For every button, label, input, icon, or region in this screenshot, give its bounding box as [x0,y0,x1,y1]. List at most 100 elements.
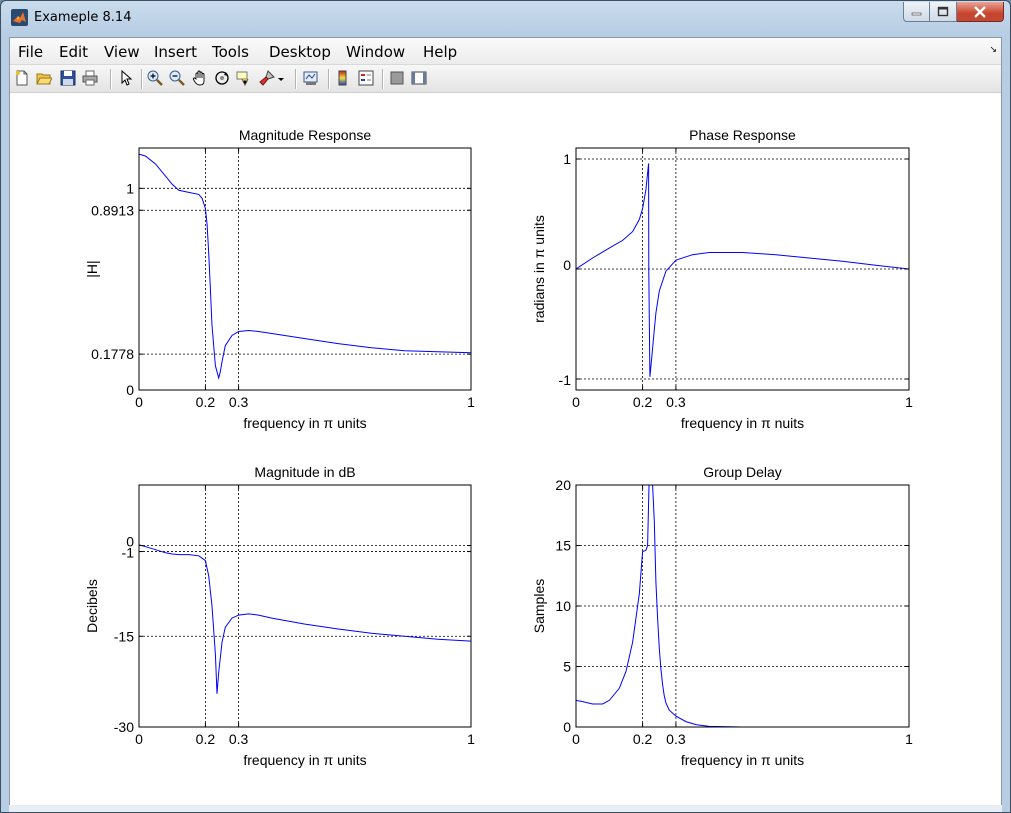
y-tick-label: 5 [563,659,571,675]
toolbar-separator [141,69,143,89]
axes-title: Phase Response [689,127,796,143]
show-plot-tools-icon[interactable] [410,69,428,87]
brush-dropdown-icon[interactable] [276,69,286,87]
minimize-icon [911,12,921,15]
close-button[interactable] [957,2,1004,22]
y-tick-label: 1 [563,151,571,167]
y-axis-label: Samples [531,579,547,633]
x-tick-label: 1 [905,731,913,747]
toolbar-separator [382,69,384,89]
close-icon [974,5,986,18]
y-tick-label: -15 [114,628,134,644]
zoom-in-icon[interactable] [146,69,164,87]
toolbar-separator [328,69,330,89]
menu-help[interactable]: Help [423,43,458,61]
x-tick-label: 1 [467,731,475,747]
axes-frame [138,147,472,391]
y-tick-label: -1 [122,545,135,561]
y-tick-label: 1 [126,180,134,196]
rotate-3d-icon[interactable] [213,69,231,87]
pan-hand-icon[interactable] [191,69,209,87]
y-tick-label: 0 [563,719,571,735]
x-tick-label: 0.3 [666,394,686,410]
pointer-icon[interactable] [117,69,135,87]
axes-background [139,485,471,727]
x-tick-label: 0.3 [666,731,686,747]
data-cursor-icon[interactable] [235,69,253,87]
menu-file[interactable]: File [18,43,44,61]
save-icon[interactable] [59,69,77,87]
x-tick-label: 0 [135,394,143,410]
x-axis-label: frequency in π units [243,752,366,768]
toolbar-separator [110,69,112,89]
menu-edit[interactable]: Edit [59,43,89,61]
y-tick-label: -1 [559,372,572,388]
y-tick-label: 0 [563,257,571,273]
x-tick-label: 0 [572,394,580,410]
y-tick-label: -30 [114,719,134,735]
axes-title: Magnitude Response [239,127,372,143]
figure-toolbar [10,65,1001,93]
x-tick-label: 0.2 [633,394,653,410]
y-tick-label: 0 [126,382,134,398]
x-tick-label: 0.3 [229,731,249,747]
y-axis-label: Decibels [84,579,100,633]
y-tick-label: 0 [126,534,134,550]
caption-buttons [903,2,1004,24]
series-line-1 [139,544,471,694]
y-tick-label: 10 [555,598,571,614]
figure-canvas: 0 0.2 0.3 1 0 0.1778 0.8913 1 Magnitude Response… [10,93,1001,806]
print-icon[interactable] [81,69,99,87]
menu-desktop[interactable]: Desktop [269,43,331,61]
x-tick-label: 1 [905,394,913,410]
menu-insert[interactable]: Insert [154,43,198,61]
x-tick-label: 0 [135,731,143,747]
colorbar-icon[interactable] [334,69,352,87]
hide-plot-tools-icon[interactable] [388,69,406,87]
dock-arrow-icon[interactable]: ↘ [989,44,997,54]
x-axis-label: frequency in π nuits [681,415,804,431]
axes-background [139,148,471,390]
menu-view[interactable]: View [104,43,140,61]
series-line-1 [576,163,909,377]
toolbar-separator [295,69,297,89]
x-tick-label: 1 [467,394,475,410]
minimize-button[interactable] [903,2,930,22]
x-tick-label: 0.2 [196,731,216,747]
y-tick-label: 15 [555,538,571,554]
y-tick-label: 0.1778 [91,346,134,362]
y-tick-label: 20 [555,477,571,493]
axes-frame [138,484,472,728]
axes-title: Group Delay [703,464,782,480]
maximize-icon [937,6,949,17]
brush-icon[interactable] [258,69,276,87]
maximize-button[interactable] [930,2,957,22]
x-tick-label: 0.2 [633,731,653,747]
series-line-1 [576,485,909,727]
figure-client-area: File Edit View Insert Tools Desktop Wind… [9,37,1002,806]
x-tick-label: 0 [572,731,580,747]
x-tick-label: 0.2 [196,394,216,410]
open-file-icon[interactable] [35,69,53,87]
y-tick-label: 0.8913 [91,202,134,218]
new-figure-icon[interactable] [13,69,31,87]
series-line-1 [139,153,471,380]
title-bar[interactable]: Exameple 8.14 [1,1,1010,35]
matlab-logo-icon [11,9,28,26]
axes-title: Magnitude in dB [254,464,355,480]
x-tick-label: 0.3 [229,394,249,410]
menu-tools[interactable]: Tools [212,43,249,61]
zoom-out-icon[interactable] [168,69,186,87]
x-axis-label: frequency in π units [243,415,366,431]
link-plot-icon[interactable] [302,69,320,87]
y-axis-label: |H| [84,260,100,277]
y-axis-label: radians in π units [531,215,547,323]
legend-icon[interactable] [357,69,375,87]
menu-bar: File Edit View Insert Tools Desktop Wind… [10,38,1001,65]
window-bottom-edge [9,805,1002,812]
menu-window[interactable]: Window [346,43,406,61]
